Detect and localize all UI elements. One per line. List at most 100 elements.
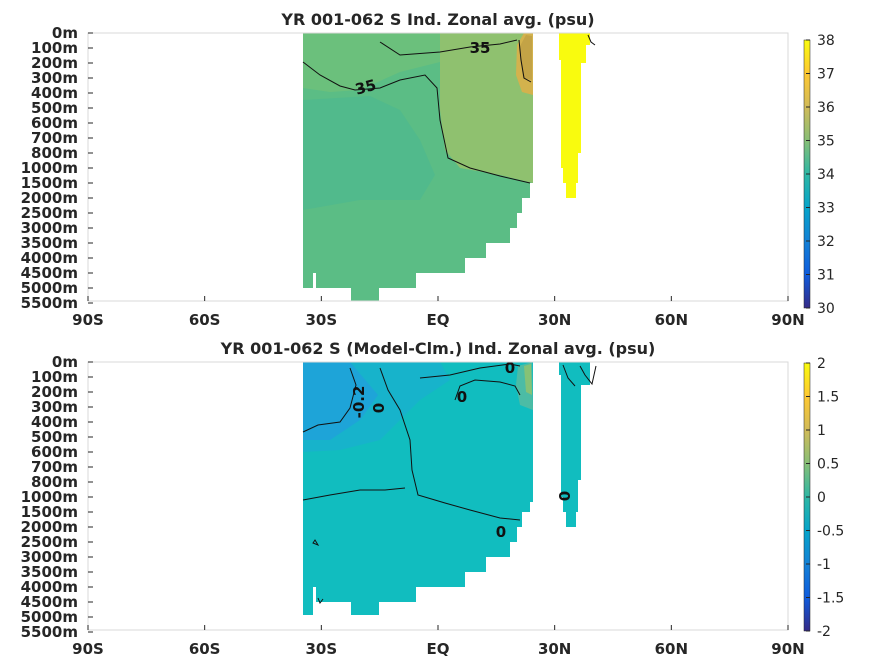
y-tick-label: 3000m [21,219,78,237]
y-tick-label: 500m [31,428,78,446]
contour-basin [562,364,597,387]
x-tick-label: 60N [655,640,688,656]
contour-zero-upper [419,363,521,379]
x-tick-label: 90N [771,311,804,329]
y-tick-label: 1500m [21,503,78,521]
difference-panel: YR 001-062 S (Model-Clm.) Ind. Zonal avg… [21,339,845,656]
colorbar-tick-label: 0 [817,490,826,506]
x-tick-label: 90S [72,311,104,329]
contour-basin [587,34,596,46]
y-tick-label: 200m [31,54,78,72]
y-tick-label: 600m [31,443,78,461]
colorbar-tick-label: 32 [817,234,835,250]
colorbar-tick-label: -2 [817,624,831,640]
y-tick-label: 700m [31,458,78,476]
x-tick-label: 90N [771,640,804,656]
colorbar-tick-label: -1.5 [817,591,844,607]
x-tick-label: 30S [305,640,337,656]
colorbar-tick-label: 33 [817,201,835,217]
y-tick-label: 3500m [21,563,78,581]
x-tick-label: EQ [427,640,450,656]
y-tick-label: 2000m [21,518,78,536]
colorbar-tick-label: -1 [817,557,831,573]
salinity-enclosed-basin [559,33,590,198]
contour-label: 35 [353,76,378,99]
contour-label: 0 [505,359,515,377]
colorbar-tick-label: 0.5 [817,457,839,473]
difference-x-axis: 90S 60S 30S EQ 30N 60N 90N [72,625,805,656]
contour-35-lower [302,61,531,184]
salinity-north-tongue [440,33,533,183]
colorbar-tick-label: 31 [817,268,835,284]
contour-label: 0 [496,523,506,541]
y-tick-label: 1000m [21,159,78,177]
y-tick-label: 0m [52,353,78,371]
y-tick-label: 200m [31,383,78,401]
y-tick-label: 600m [31,114,78,132]
contour-red-sea [518,39,532,83]
contour-label: -0.2 [350,386,368,419]
difference-colorbar-ticks: 2 1.5 1 0.5 0 -0.5 -1 -1.5 -2 [806,356,844,640]
difference-title: YR 001-062 S (Model-Clm.) Ind. Zonal avg… [220,339,656,358]
salinity-title: YR 001-062 S Ind. Zonal avg. (psu) [280,10,594,29]
y-tick-label: 5500m [21,294,78,312]
x-tick-label: 60S [189,311,221,329]
difference-enclosed-basin [559,362,590,527]
contour-label: 35 [470,39,491,57]
difference-y-axis: 0m100m200m300m400m500m600m700m800m1000m1… [21,353,93,641]
y-tick-label: 400m [31,84,78,102]
y-tick-label: 2500m [21,533,78,551]
y-tick-label: 300m [31,398,78,416]
y-tick-label: 3500m [21,234,78,252]
y-tick-label: 4500m [21,593,78,611]
contour-small-loop [312,539,324,605]
y-tick-label: 100m [31,39,78,57]
y-tick-label: 5500m [21,623,78,641]
y-tick-label: 100m [31,368,78,386]
x-tick-label: 90S [72,640,104,656]
colorbar-tick-label: 36 [817,100,835,116]
y-tick-label: 4500m [21,264,78,282]
x-tick-label: 30N [538,640,571,656]
colorbar-tick-label: 34 [817,167,835,183]
contour-minus-0.2 [302,367,357,433]
y-tick-label: 1000m [21,488,78,506]
salinity-x-axis: 90S 60S 30S EQ 30N 60N 90N [72,296,805,329]
y-tick-label: 2000m [21,189,78,207]
contour-35-upper [379,39,518,56]
y-tick-label: 2500m [21,204,78,222]
y-tick-label: 5000m [21,608,78,626]
salinity-colorbar-ticks: 30 31 32 33 34 35 36 37 38 [806,33,835,317]
salinity-field: 35 35 [302,33,596,301]
colorbar-tick-label: 38 [817,33,835,49]
colorbar-tick-label: 1.5 [817,390,839,406]
difference-red-sea-strong [524,364,532,395]
contour-label: 0 [370,403,388,413]
salinity-interior-band [303,96,435,210]
colorbar-tick-label: 2 [817,356,826,372]
y-tick-label: 4000m [21,578,78,596]
colorbar-tick-label: 1 [817,423,826,439]
difference-negative-middle [303,362,450,452]
y-tick-label: 800m [31,473,78,491]
y-tick-label: 300m [31,69,78,87]
x-tick-label: 60N [655,311,688,329]
difference-field: -0.2 0 0 0 0 0 [302,359,597,615]
colorbar-tick-label: -0.5 [817,524,844,540]
y-tick-label: 400m [31,413,78,431]
colorbar-tick-label: 37 [817,67,835,83]
x-tick-label: EQ [427,311,450,329]
contour-zero-mid [379,367,521,521]
x-tick-label: 30N [538,311,571,329]
y-tick-label: 4000m [21,249,78,267]
contour-zero-south [302,487,406,501]
y-tick-label: 3000m [21,548,78,566]
y-tick-label: 500m [31,99,78,117]
contour-label: 0 [556,491,574,501]
y-tick-label: 1500m [21,174,78,192]
y-tick-label: 800m [31,144,78,162]
y-tick-label: 0m [52,24,78,42]
x-tick-label: 30S [305,311,337,329]
salinity-panel: YR 001-062 S Ind. Zonal avg. (psu) 35 35… [21,10,835,329]
